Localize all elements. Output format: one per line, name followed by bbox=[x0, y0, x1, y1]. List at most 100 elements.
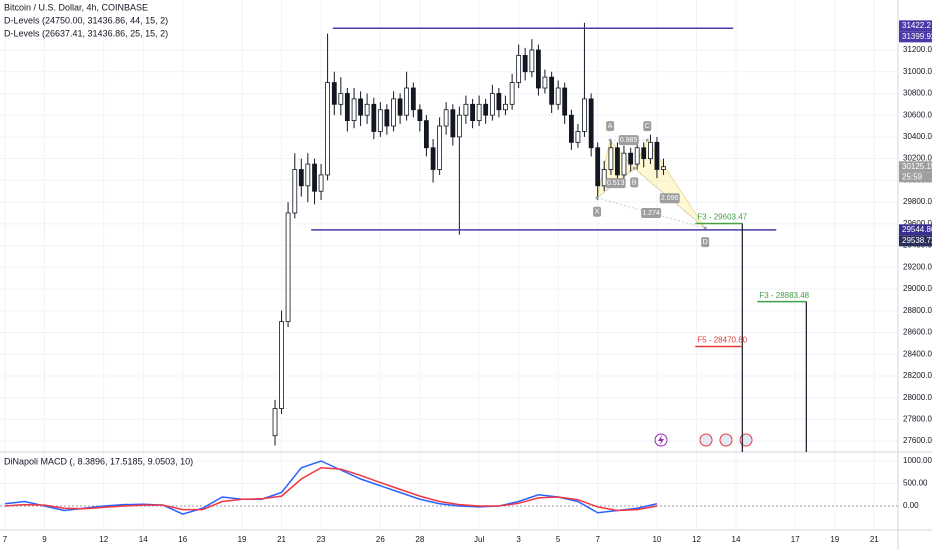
candle-body bbox=[305, 163, 311, 187]
x-tick-label: 14 bbox=[732, 535, 741, 544]
candle-body bbox=[489, 93, 495, 116]
candle-body bbox=[575, 131, 581, 143]
event-icons[interactable] bbox=[654, 433, 753, 447]
x-tick-label: 7 bbox=[3, 535, 8, 544]
candle-body bbox=[331, 82, 337, 105]
y-tick-label: 27600.00 bbox=[903, 436, 932, 445]
event-icon[interactable] bbox=[739, 433, 753, 447]
y-tick-label: 29800.00 bbox=[903, 197, 932, 206]
candle-body bbox=[522, 55, 528, 73]
candle-body bbox=[285, 212, 291, 323]
candle-body bbox=[318, 174, 324, 192]
candle-body bbox=[470, 103, 476, 122]
price-label: 30125.15 bbox=[902, 162, 932, 171]
candle-body bbox=[509, 82, 515, 105]
level-label: F3 - 29603.47 bbox=[697, 213, 747, 222]
candle-body bbox=[628, 152, 634, 165]
candle-body bbox=[483, 103, 489, 116]
x-tick-label: 23 bbox=[317, 535, 326, 544]
candle-body bbox=[516, 55, 522, 83]
candle-body bbox=[661, 166, 666, 170]
pattern-label: X bbox=[595, 209, 600, 216]
indicator-legend: D-Levels (26637.41, 31436.86, 25, 15, 2) bbox=[4, 28, 168, 38]
x-tick-label: 14 bbox=[139, 535, 148, 544]
candle-body bbox=[450, 109, 456, 138]
pattern-label: B bbox=[632, 179, 637, 186]
pattern-label: D bbox=[703, 239, 708, 246]
y-tick-label: 1000.00 bbox=[903, 456, 932, 465]
candle-body bbox=[595, 147, 601, 187]
y-tick-label: 28200.00 bbox=[903, 371, 932, 380]
candle-body bbox=[463, 103, 469, 116]
countdown: 25:59 bbox=[902, 172, 923, 181]
candle-body bbox=[344, 93, 350, 122]
price-label: 31422.2 bbox=[902, 21, 931, 30]
pattern-label: A bbox=[608, 123, 613, 130]
candle-body bbox=[377, 109, 383, 132]
y-tick-label: 28800.00 bbox=[903, 306, 932, 315]
ratio-box bbox=[605, 178, 626, 189]
macd-title: DiNapoli MACD (, 8.3896, 17.5185, 9.0503… bbox=[4, 456, 193, 466]
candle-body bbox=[496, 93, 502, 111]
candle-body bbox=[456, 114, 462, 138]
candle-body bbox=[634, 147, 640, 165]
candle-body bbox=[430, 147, 436, 170]
x-tick-label: 9 bbox=[42, 535, 47, 544]
x-tick-label: 19 bbox=[830, 535, 839, 544]
lightning bbox=[658, 435, 664, 445]
y-tick-label: 30200.00 bbox=[903, 154, 932, 163]
y-tick-label: 29600.00 bbox=[903, 219, 932, 228]
candle-body bbox=[503, 103, 508, 111]
pattern-point bbox=[703, 226, 707, 230]
ratio-label: 1.274 bbox=[642, 210, 660, 217]
x-tick-label: 10 bbox=[652, 535, 661, 544]
event-icon[interactable] bbox=[699, 433, 713, 447]
x-tick-label: 3 bbox=[516, 535, 521, 544]
pattern-label-box bbox=[701, 237, 710, 248]
candle-body bbox=[338, 93, 344, 105]
event-icon[interactable] bbox=[719, 433, 733, 447]
indicator-legend: D-Levels (24750.00, 31436.86, 44, 15, 2) bbox=[4, 15, 168, 25]
price-label: 31399.92 bbox=[902, 32, 932, 41]
macd-line bbox=[4, 466, 658, 512]
candle-body bbox=[562, 87, 568, 116]
y-tick-label: 0.00 bbox=[903, 501, 919, 510]
x-tick-label: 21 bbox=[870, 535, 879, 544]
pattern-point bbox=[645, 138, 649, 142]
pattern-label-box bbox=[643, 121, 652, 132]
y-tick-label: 27800.00 bbox=[903, 415, 932, 424]
ratio-box bbox=[659, 193, 680, 204]
candle-body bbox=[423, 120, 429, 149]
x-tick-label: 12 bbox=[692, 535, 701, 544]
candle-body bbox=[298, 169, 304, 187]
y-tick-label: 28000.00 bbox=[903, 393, 932, 402]
price-label-box bbox=[899, 20, 932, 32]
symbol-title: Bitcoin / U.S. Dollar, 4h, COINBASE bbox=[4, 2, 148, 12]
candle-body bbox=[582, 98, 587, 132]
candle-body bbox=[325, 82, 330, 176]
y-tick-label: 28600.00 bbox=[903, 328, 932, 337]
candle-body bbox=[272, 408, 278, 437]
pattern-point bbox=[608, 138, 612, 142]
pattern-label-box bbox=[606, 121, 615, 132]
x-tick-label: 7 bbox=[595, 535, 600, 544]
pattern-point bbox=[632, 166, 636, 170]
ratio-label: 0.513 bbox=[607, 180, 625, 187]
candle-body bbox=[542, 76, 548, 89]
y-tick-label: 29200.00 bbox=[903, 262, 932, 271]
candle-body bbox=[588, 98, 594, 149]
ratio-box bbox=[641, 207, 662, 218]
candle-body bbox=[417, 109, 423, 122]
x-tick-label: 26 bbox=[376, 535, 385, 544]
candle-body bbox=[364, 103, 370, 116]
price-label-box bbox=[899, 31, 932, 43]
candle-body bbox=[549, 76, 555, 105]
candle-body bbox=[404, 87, 410, 116]
candle-body bbox=[615, 147, 620, 176]
x-tick-label: Jul bbox=[474, 535, 484, 544]
x-tick-label: 21 bbox=[277, 535, 286, 544]
plot bbox=[4, 22, 707, 515]
candle-body bbox=[654, 141, 660, 170]
pattern-link bbox=[633, 168, 706, 229]
